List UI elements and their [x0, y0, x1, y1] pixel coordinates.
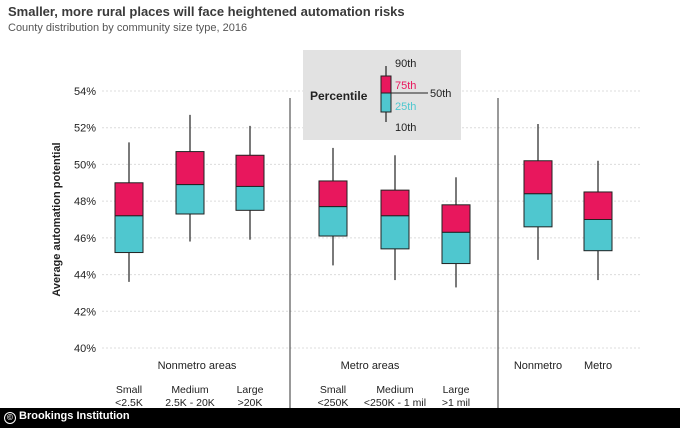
chart-subtitle: County distribution by community size ty…	[8, 22, 248, 34]
box-lower	[114, 215, 144, 254]
box-lower	[318, 206, 348, 237]
credit-text: Brookings Institution	[19, 410, 130, 422]
category-label: Small	[320, 384, 346, 396]
box-upper	[523, 160, 553, 195]
category-sublabel: <2.5K	[115, 397, 143, 409]
group-label: Nonmetro areas	[158, 360, 237, 372]
credit-bar	[0, 408, 680, 428]
y-tick-label: 46%	[74, 233, 96, 245]
legend-box-lower	[380, 92, 392, 113]
category-label: Large	[237, 384, 264, 396]
legend-label-25: 25th	[395, 101, 416, 113]
box-upper	[175, 151, 205, 186]
y-tick-label: 52%	[74, 123, 96, 135]
box-lower	[175, 184, 205, 215]
y-tick-label: 54%	[74, 86, 96, 98]
legend-label-90: 90th	[395, 58, 416, 70]
y-tick-label: 50%	[74, 159, 96, 171]
box-lower	[441, 231, 471, 265]
copyright-icon: ©	[4, 412, 16, 424]
box-lower	[583, 219, 613, 252]
y-axis-label: Average automation potential	[51, 142, 63, 296]
category-sublabel: <250K	[318, 397, 349, 409]
y-tick-label: 44%	[74, 270, 96, 282]
y-tick-label: 42%	[74, 306, 96, 318]
legend-box-upper	[380, 75, 392, 94]
legend-title: Percentile	[310, 89, 368, 103]
category-sublabel: >1 mil	[442, 397, 470, 409]
box-lower	[235, 185, 265, 211]
category-label: Small	[116, 384, 142, 396]
category-sublabel: <250K - 1 mil	[364, 397, 426, 409]
box-upper	[235, 154, 265, 187]
legend-label-75: 75th	[395, 80, 416, 92]
legend-label-10: 10th	[395, 122, 416, 134]
category-sublabel: 2.5K - 20K	[165, 397, 215, 409]
legend-label-50: 50th	[430, 88, 451, 100]
box-upper	[583, 191, 613, 220]
y-tick-label: 40%	[74, 343, 96, 355]
group-label: Metro areas	[341, 360, 400, 372]
category-sublabel: >20K	[238, 397, 263, 409]
box-lower	[523, 193, 553, 228]
box-lower	[380, 215, 410, 250]
category-label: Nonmetro	[514, 360, 562, 372]
box-upper	[318, 180, 348, 208]
box-upper	[441, 204, 471, 233]
box-upper	[114, 182, 144, 217]
chart-title: Smaller, more rural places will face hei…	[8, 4, 405, 19]
category-label: Metro	[584, 360, 612, 372]
category-label: Medium	[171, 384, 209, 396]
box-upper	[380, 189, 410, 217]
credit-label: © Brookings Institution	[4, 410, 130, 424]
category-label: Medium	[376, 384, 414, 396]
category-label: Large	[443, 384, 470, 396]
y-tick-label: 48%	[74, 196, 96, 208]
